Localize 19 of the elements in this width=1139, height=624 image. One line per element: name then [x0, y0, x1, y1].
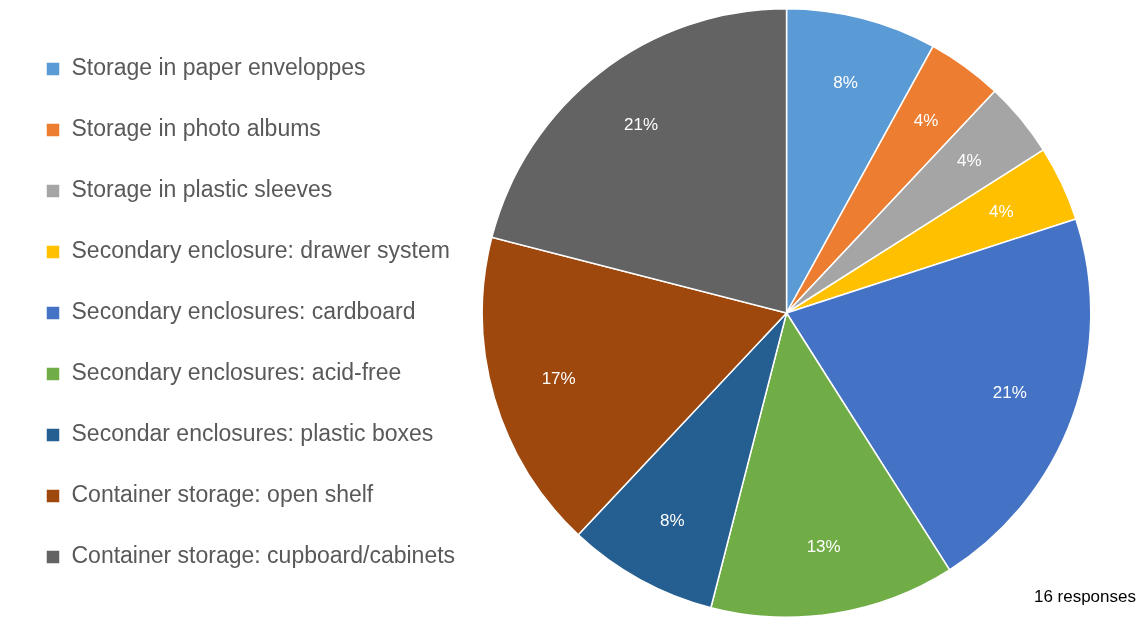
legend-label: Storage in photo albums: [71, 115, 321, 142]
data-label: 17%: [541, 368, 576, 388]
legend-label: Storage in plastic sleeves: [71, 176, 333, 203]
data-label: 21%: [624, 115, 659, 135]
legend-label: Storage in paper enveloppes: [71, 54, 366, 81]
data-label: 4%: [957, 151, 982, 171]
text: 16 responses: [1033, 587, 1136, 607]
data-label: 8%: [659, 510, 685, 530]
data-label: 4%: [988, 201, 1014, 221]
legend-label: Secondar enclosures: plastic boxes: [71, 420, 434, 447]
data-label: 4%: [913, 110, 939, 130]
legend-label: Secondary enclosures: acid-free: [71, 359, 402, 386]
data-label: 13%: [806, 537, 841, 557]
legend-label: Container storage: cupboard/cabinets: [71, 542, 456, 569]
legend-label: Secondary enclosures: cardboard: [71, 298, 416, 325]
legend-label: Container storage: open shelf: [71, 481, 374, 508]
data-label: 21%: [992, 383, 1027, 403]
data-label: 8%: [833, 72, 858, 92]
legend-label: Secondary enclosure: drawer system: [71, 237, 450, 264]
